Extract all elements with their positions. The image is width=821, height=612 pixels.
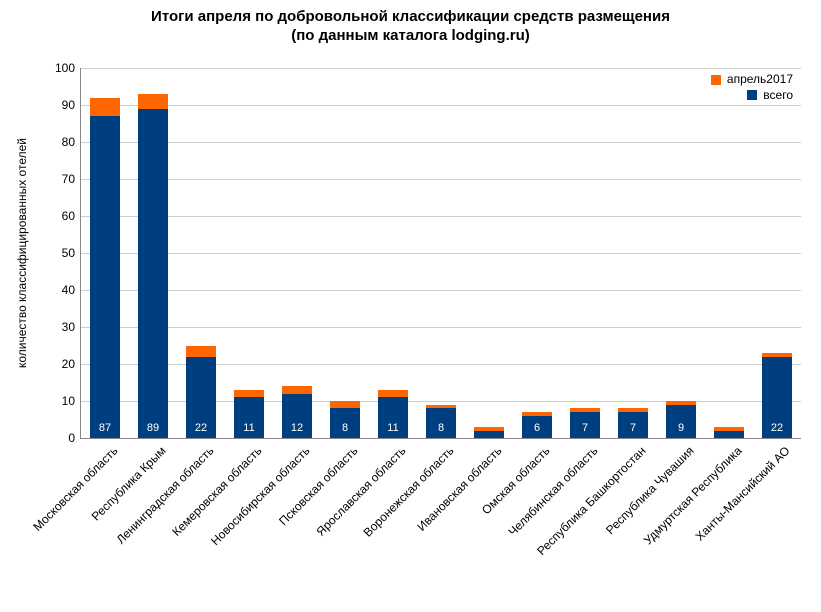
bar-value-label: 87: [99, 422, 111, 434]
bar-segment-total: 22: [762, 357, 792, 438]
bar-segment-total: 11: [234, 397, 264, 438]
bar-slot: 87Московская область: [81, 68, 129, 438]
y-tick-label: 30: [62, 320, 81, 334]
y-tick-label: 90: [62, 98, 81, 112]
y-tick-label: 60: [62, 209, 81, 223]
chart-title: Итоги апреля по добровольной классификац…: [0, 8, 821, 46]
bar-value-label: 89: [147, 422, 159, 434]
bar-segment-april: [186, 346, 216, 357]
y-tick-label: 40: [62, 283, 81, 297]
bar-segment-total: 12: [282, 394, 312, 438]
bar-segment-total: 7: [618, 412, 648, 438]
bar-slot: 2Удмуртская Республика: [705, 68, 753, 438]
bar-segment-total: 87: [90, 116, 120, 438]
bar-slot: 9Республика Чувашия: [657, 68, 705, 438]
bar-segment-april: [714, 427, 744, 431]
bar-value-label: 9: [678, 422, 684, 434]
bar-slot: 22Ханты-Мансийский АО: [753, 68, 801, 438]
bar-segment-april: [426, 405, 456, 409]
y-tick-label: 80: [62, 135, 81, 149]
bar-value-label: 7: [630, 422, 636, 434]
bar-segment-april: [234, 390, 264, 397]
bar-segment-april: [666, 401, 696, 405]
bar-segment-april: [570, 408, 600, 412]
bar-slot: 89Республика Крым: [129, 68, 177, 438]
bar-segment-total: 11: [378, 397, 408, 438]
y-tick-label: 100: [55, 61, 81, 75]
bar-segment-total: 2: [714, 431, 744, 438]
bar-slot: 2Ивановская область: [465, 68, 513, 438]
bar-segment-april: [618, 408, 648, 412]
bar-slot: 11Ярославская область: [369, 68, 417, 438]
y-tick-label: 50: [62, 246, 81, 260]
bar-slot: 22Ленинградская область: [177, 68, 225, 438]
bar-segment-total: 9: [666, 405, 696, 438]
bar-segment-april: [282, 386, 312, 393]
plot-area: апрель2017 всего 01020304050607080901008…: [80, 68, 801, 439]
bar-segment-total: 89: [138, 109, 168, 438]
bar-value-label: 8: [438, 422, 444, 434]
bar-segment-april: [762, 353, 792, 357]
bar-slot: 8Воронежская область: [417, 68, 465, 438]
y-tick-label: 0: [68, 431, 81, 445]
chart-title-line2: (по данным каталога lodging.ru): [291, 27, 530, 44]
bar-value-label: 6: [534, 422, 540, 434]
bar-slot: 11Кемеровская область: [225, 68, 273, 438]
bar-value-label: 11: [387, 422, 398, 434]
bar-slot: 7Челябинская область: [561, 68, 609, 438]
bar-segment-total: 8: [426, 408, 456, 438]
y-tick-label: 20: [62, 357, 81, 371]
bar-value-label: 7: [582, 422, 588, 434]
bar-slot: 7Республика Башкортостан: [609, 68, 657, 438]
bar-segment-april: [378, 390, 408, 397]
bar-segment-total: 22: [186, 357, 216, 438]
bar-value-label: 12: [291, 422, 303, 434]
bar-segment-total: 6: [522, 416, 552, 438]
chart-container: Итоги апреля по добровольной классификац…: [0, 0, 821, 612]
bar-slot: 8Псковская область: [321, 68, 369, 438]
bar-segment-total: 8: [330, 408, 360, 438]
bar-value-label: 22: [771, 422, 783, 434]
bar-segment-april: [138, 94, 168, 109]
bar-segment-april: [90, 98, 120, 117]
y-tick-label: 10: [62, 394, 81, 408]
bar-value-label: 22: [195, 422, 207, 434]
bar-segment-april: [330, 401, 360, 408]
bar-slot: 12Новосибирская область: [273, 68, 321, 438]
bar-value-label: 8: [342, 422, 348, 434]
bar-segment-total: 2: [474, 431, 504, 438]
bar-segment-total: 7: [570, 412, 600, 438]
chart-title-line1: Итоги апреля по добровольной классификац…: [151, 8, 670, 25]
bars-layer: 87Московская область89Республика Крым22Л…: [81, 68, 801, 438]
bar-segment-april: [522, 412, 552, 416]
bar-slot: 6Омская область: [513, 68, 561, 438]
bar-value-label: 11: [243, 422, 254, 434]
y-tick-label: 70: [62, 172, 81, 186]
bar-segment-april: [474, 427, 504, 431]
y-axis-label: количество классифицированных отелей: [15, 138, 29, 368]
